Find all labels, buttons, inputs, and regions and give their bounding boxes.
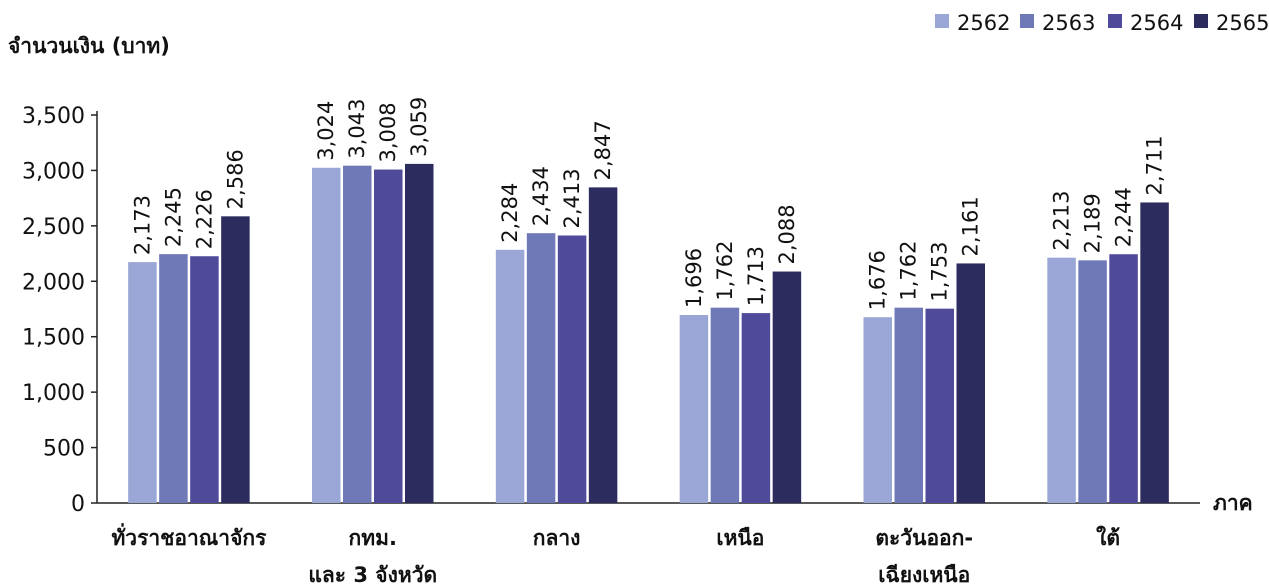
bar-2562 xyxy=(1047,257,1076,503)
bar-2565 xyxy=(1140,202,1169,503)
data-label: 2,161 xyxy=(959,196,983,256)
data-label: 2,711 xyxy=(1143,135,1167,195)
category-label: เฉียงเหนือ xyxy=(878,563,970,587)
legend-swatch-2563 xyxy=(1020,14,1034,28)
data-label: 1,762 xyxy=(713,241,737,301)
legend-swatch-2562 xyxy=(935,14,949,28)
x-axis-label: ภาค xyxy=(1213,491,1253,515)
bar-2564 xyxy=(374,169,403,503)
y-tick-label: 1,500 xyxy=(22,326,85,351)
data-label: 1,762 xyxy=(897,241,921,301)
bar-2565 xyxy=(405,163,434,503)
data-label: 2,434 xyxy=(529,166,553,226)
bar-2563 xyxy=(343,165,372,503)
category-labels: ทั่วราชอาณาจักร กทม. และ 3 จังหวัด กลาง เหนื… xyxy=(111,522,1120,587)
y-tick-label: 0 xyxy=(71,492,85,517)
bar-2562 xyxy=(679,314,709,503)
y-tick-label: 3,000 xyxy=(22,159,85,184)
legend-label: 2564 xyxy=(1130,11,1183,35)
bar-2564 xyxy=(190,256,219,503)
data-label: 2,245 xyxy=(161,187,185,247)
legend-swatch-2565 xyxy=(1194,14,1208,28)
y-tick-label: 1,000 xyxy=(22,381,85,406)
category-label: และ 3 จังหวัด xyxy=(308,563,437,587)
bars-group xyxy=(128,163,1169,504)
y-tick-label: 500 xyxy=(43,437,85,462)
bar-2562 xyxy=(128,262,157,503)
data-label: 1,713 xyxy=(744,246,768,306)
data-label: 3,043 xyxy=(345,99,369,159)
data-label: 3,008 xyxy=(376,102,400,162)
category-label: ใต้ xyxy=(1096,525,1120,550)
data-label: 2,413 xyxy=(560,168,584,228)
legend-label: 2562 xyxy=(957,11,1010,35)
data-label: 2,226 xyxy=(192,189,216,249)
bar-2563 xyxy=(159,254,188,503)
data-label: 2,244 xyxy=(1112,187,1136,247)
data-label: 2,586 xyxy=(223,149,247,209)
bar-2563 xyxy=(894,307,923,503)
y-axis-label: จำนวนเงิน (บาท) xyxy=(8,34,170,58)
legend-label: 2565 xyxy=(1216,11,1269,35)
data-labels-group: 2,173 2,245 2,226 2,586 3,024 3,043 3,008 3,059… xyxy=(130,97,1166,310)
bar-2565 xyxy=(772,271,802,503)
bar-2562 xyxy=(495,249,525,503)
bar-2565 xyxy=(956,263,985,503)
bar-2563 xyxy=(526,233,556,504)
category-label: ตะวันออก- xyxy=(875,526,973,550)
bar-2564 xyxy=(1109,254,1138,503)
bar-2565 xyxy=(588,187,618,503)
legend-label: 2563 xyxy=(1042,11,1095,35)
bar-2564 xyxy=(925,308,954,503)
bar-2564 xyxy=(557,235,587,503)
data-label: 2,213 xyxy=(1050,191,1074,251)
data-label: 1,753 xyxy=(928,242,952,302)
y-tick-label: 2,000 xyxy=(22,270,85,295)
bar-2563 xyxy=(1078,260,1107,503)
y-axis-ticks: 0 500 1,000 1,500 2,000 2,500 3,000 3,500 xyxy=(22,104,97,517)
data-label: 1,696 xyxy=(682,248,706,308)
legend: 2562 2563 2564 2565 xyxy=(935,11,1269,35)
data-label: 2,284 xyxy=(498,183,522,243)
bar-2565 xyxy=(221,216,250,503)
data-label: 2,847 xyxy=(591,120,615,180)
bar-2563 xyxy=(710,307,740,503)
bar-2562 xyxy=(312,167,341,503)
category-label: กลาง xyxy=(533,526,581,550)
data-label: 2,189 xyxy=(1081,193,1105,253)
data-label: 2,088 xyxy=(775,204,799,264)
data-label: 3,024 xyxy=(314,101,338,161)
data-label: 1,676 xyxy=(866,250,890,310)
legend-swatch-2564 xyxy=(1108,14,1122,28)
data-label: 3,059 xyxy=(407,97,431,157)
bar-2562 xyxy=(863,317,892,503)
y-tick-label: 2,500 xyxy=(22,215,85,240)
category-label: เหนือ xyxy=(716,526,764,550)
y-tick-label: 3,500 xyxy=(22,104,85,129)
bar-2564 xyxy=(741,313,771,503)
data-label: 2,173 xyxy=(130,195,154,255)
category-label: ทั่วราชอาณาจักร xyxy=(111,522,267,550)
category-label: กทม. xyxy=(349,526,397,550)
